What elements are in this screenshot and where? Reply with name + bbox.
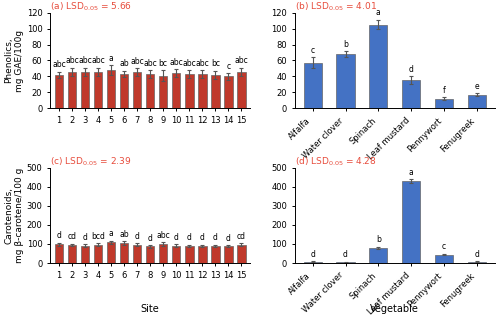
Text: b: b xyxy=(343,40,348,49)
Text: d: d xyxy=(174,233,178,242)
Text: c: c xyxy=(310,46,315,55)
Bar xyxy=(133,72,141,108)
Bar xyxy=(370,248,388,263)
Bar xyxy=(107,243,116,263)
Bar xyxy=(172,246,180,263)
Bar xyxy=(468,262,486,263)
Bar xyxy=(68,245,76,263)
Text: d: d xyxy=(135,232,140,241)
Text: abc: abc xyxy=(52,60,66,69)
Text: d: d xyxy=(474,250,480,259)
Text: d: d xyxy=(213,233,218,242)
Bar xyxy=(198,74,206,108)
Bar xyxy=(185,246,194,263)
Bar xyxy=(224,76,232,108)
Bar xyxy=(304,262,322,263)
Bar xyxy=(120,74,128,108)
Bar xyxy=(468,95,486,108)
Text: abc: abc xyxy=(66,56,79,65)
Text: ab: ab xyxy=(120,230,129,239)
Text: d: d xyxy=(148,234,152,243)
Y-axis label: Carotenoids,
mg β-carotene/100 g: Carotenoids, mg β-carotene/100 g xyxy=(4,168,24,263)
Text: bcd: bcd xyxy=(91,232,105,241)
Text: d: d xyxy=(187,233,192,242)
Text: abc: abc xyxy=(182,59,196,68)
Text: b: b xyxy=(376,236,381,244)
Text: Site: Site xyxy=(141,304,160,314)
Bar xyxy=(435,99,453,108)
Text: d: d xyxy=(409,65,414,74)
Bar xyxy=(237,72,246,108)
Text: c: c xyxy=(226,62,230,71)
Text: abc: abc xyxy=(196,59,209,68)
Text: Vegetable: Vegetable xyxy=(370,304,419,314)
Bar xyxy=(211,246,220,263)
Bar xyxy=(94,245,102,263)
Text: abc: abc xyxy=(234,56,248,65)
Bar xyxy=(146,246,154,263)
Text: a: a xyxy=(109,229,114,238)
Bar xyxy=(94,72,102,108)
Text: c: c xyxy=(442,242,446,251)
Bar xyxy=(55,244,64,263)
Bar xyxy=(159,244,168,263)
Y-axis label: Phenolics,
mg GAE/100g: Phenolics, mg GAE/100g xyxy=(4,29,24,92)
Bar xyxy=(402,181,420,263)
Text: a: a xyxy=(109,54,114,63)
Text: d: d xyxy=(343,250,348,259)
Text: d: d xyxy=(200,233,204,242)
Bar xyxy=(336,54,354,108)
Text: bc: bc xyxy=(158,59,168,68)
Bar xyxy=(237,245,246,263)
Bar xyxy=(81,246,90,263)
Text: f: f xyxy=(442,86,446,95)
Text: (a) LSD$_{0.05}$ = 5.66: (a) LSD$_{0.05}$ = 5.66 xyxy=(50,0,132,13)
Bar xyxy=(120,243,128,263)
Bar xyxy=(336,262,354,263)
Bar xyxy=(146,74,154,108)
Bar xyxy=(107,70,116,108)
Text: abc: abc xyxy=(156,231,170,240)
Text: d: d xyxy=(226,234,231,243)
Bar xyxy=(55,75,64,108)
Text: cd: cd xyxy=(68,232,76,241)
Bar xyxy=(370,25,388,108)
Text: abc: abc xyxy=(144,59,157,68)
Text: d: d xyxy=(310,249,315,259)
Bar xyxy=(224,246,232,263)
Text: a: a xyxy=(376,9,380,17)
Text: abc: abc xyxy=(130,57,144,66)
Bar xyxy=(81,72,90,108)
Text: cd: cd xyxy=(237,232,246,241)
Bar xyxy=(133,245,141,263)
Bar xyxy=(402,81,420,108)
Text: bc: bc xyxy=(211,59,220,68)
Text: (b) LSD$_{0.05}$ = 4.01: (b) LSD$_{0.05}$ = 4.01 xyxy=(294,0,376,13)
Text: d: d xyxy=(82,233,87,242)
Text: abc: abc xyxy=(78,56,92,65)
Text: d: d xyxy=(56,231,62,241)
Bar xyxy=(185,74,194,108)
Bar xyxy=(172,73,180,108)
Bar xyxy=(304,63,322,108)
Bar xyxy=(159,76,168,108)
Text: (d) LSD$_{0.05}$ = 4.28: (d) LSD$_{0.05}$ = 4.28 xyxy=(294,155,376,167)
Text: (c) LSD$_{0.05}$ = 2.39: (c) LSD$_{0.05}$ = 2.39 xyxy=(50,155,132,167)
Text: e: e xyxy=(474,82,479,91)
Bar xyxy=(435,255,453,263)
Bar xyxy=(68,72,76,108)
Text: a: a xyxy=(409,168,414,177)
Bar xyxy=(211,75,220,108)
Text: abc: abc xyxy=(92,56,105,65)
Bar xyxy=(198,246,206,263)
Text: abc: abc xyxy=(170,58,183,67)
Text: ab: ab xyxy=(120,59,129,68)
